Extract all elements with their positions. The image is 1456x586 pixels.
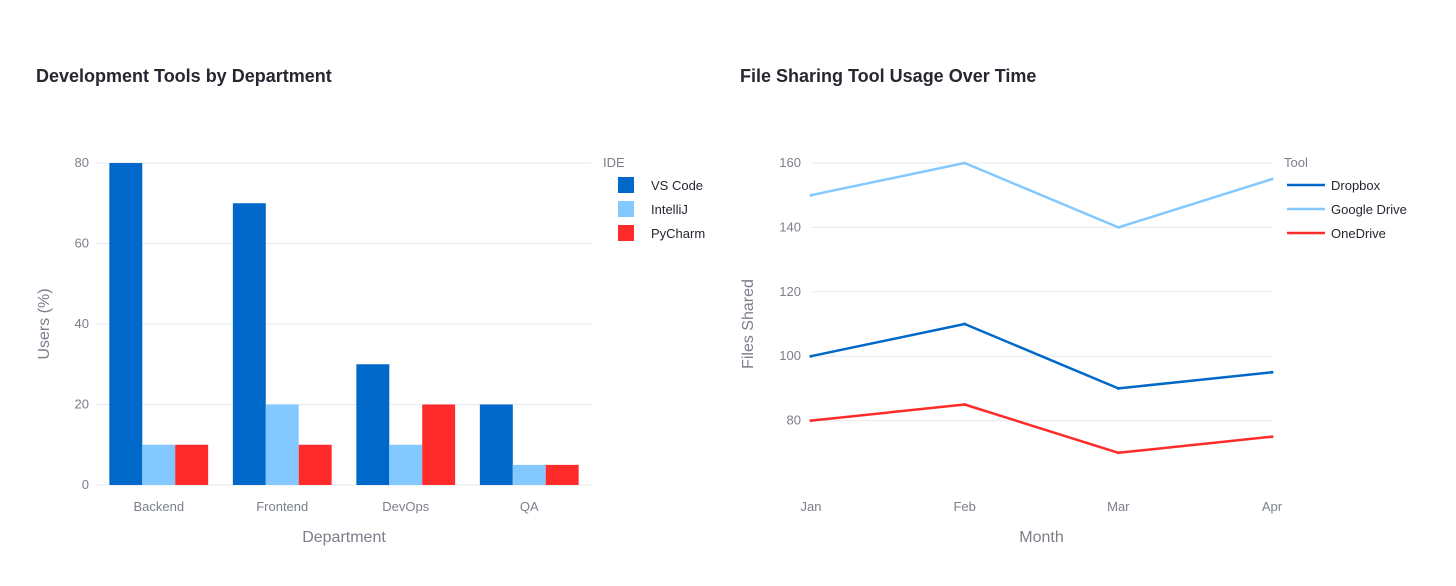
bar-vs-code-frontend (232, 203, 266, 485)
line-point-dropbox (963, 322, 967, 326)
line-y-tick-label: 140 (779, 219, 801, 234)
line-series-dropbox (810, 322, 1273, 390)
bar-y-axis-title: Users (%) (36, 288, 53, 359)
bar-legend-label-pycharm: PyCharm (651, 226, 705, 241)
bar-intellij-backend (142, 444, 176, 485)
line-point-dropbox (1270, 370, 1274, 374)
bar-vs-code-devops (356, 364, 390, 485)
line-chart: 80 100 120 140 160 Jan Feb Mar Apr Month Files Sha… (740, 155, 1407, 546)
line-y-tick-label: 120 (779, 284, 801, 299)
bar-x-tick-label: Frontend (256, 499, 308, 514)
bar-vs-code-backend (109, 163, 143, 485)
bar-pycharm-backend (175, 444, 209, 485)
bar-x-tick-label: Backend (133, 499, 184, 514)
bar-legend-swatch-intellij (618, 201, 634, 217)
line-point-google-drive (1116, 225, 1120, 229)
bar-intellij-frontend (265, 404, 299, 485)
line-point-onedrive (1116, 451, 1120, 455)
bar-pycharm-frontend (298, 444, 332, 485)
line-x-tick-label: Feb (953, 499, 975, 514)
bar-legend-swatch-vs-code (618, 177, 634, 193)
line-point-google-drive (1270, 177, 1274, 181)
bar-vs-code-qa (479, 404, 513, 485)
line-legend-title: Tool (1284, 155, 1308, 170)
line-legend-label-onedrive: OneDrive (1331, 226, 1386, 241)
bar-legend-title: IDE (603, 155, 625, 170)
line-x-tick-label: Apr (1262, 499, 1283, 514)
bar-pycharm-devops (422, 404, 456, 485)
line-point-google-drive (963, 161, 967, 165)
bar-legend-label-vs-code: VS Code (651, 178, 703, 193)
line-x-tick-label: Mar (1107, 499, 1130, 514)
line-y-tick-label: 100 (779, 348, 801, 363)
line-point-onedrive (963, 403, 967, 406)
line-point-dropbox (809, 354, 813, 358)
bar-x-tick-label: QA (520, 499, 539, 514)
bar-chart-title: Development Tools by Department (36, 66, 332, 86)
bar-pycharm-qa (545, 464, 579, 485)
bar-intellij-devops (389, 444, 423, 485)
bar-y-tick-label: 0 (82, 477, 89, 492)
line-x-tick-label: Jan (801, 499, 822, 514)
bar-y-tick-label: 60 (75, 236, 89, 251)
bar-x-tick-label: DevOps (382, 499, 429, 514)
line-series-onedrive (810, 403, 1273, 455)
bar-y-tick-label: 20 (75, 397, 89, 412)
line-point-google-drive (809, 193, 813, 197)
bar-chart: 0 20 40 60 80 Backend Frontend DevOps QA Departme… (36, 155, 705, 546)
line-point-onedrive (1270, 435, 1274, 439)
line-x-axis-title: Month (1019, 529, 1063, 546)
line-chart-title: File Sharing Tool Usage Over Time (740, 66, 1037, 86)
line-legend-label-google-drive: Google Drive (1331, 202, 1407, 217)
bar-intellij-qa (512, 464, 546, 485)
bar-legend-label-intellij: IntelliJ (651, 202, 688, 217)
line-series-google-drive (810, 161, 1273, 229)
line-y-tick-label: 160 (779, 155, 801, 170)
line-point-onedrive (809, 419, 813, 423)
bar-x-axis-title: Department (302, 529, 386, 546)
line-point-dropbox (1116, 386, 1120, 390)
bar-legend-swatch-pycharm (618, 225, 634, 241)
bar-y-tick-label: 40 (75, 316, 89, 331)
line-legend-label-dropbox: Dropbox (1331, 178, 1381, 193)
line-y-axis-title: Files Shared (740, 279, 757, 369)
line-y-tick-label: 80 (787, 413, 801, 428)
bar-y-tick-label: 80 (75, 155, 89, 170)
